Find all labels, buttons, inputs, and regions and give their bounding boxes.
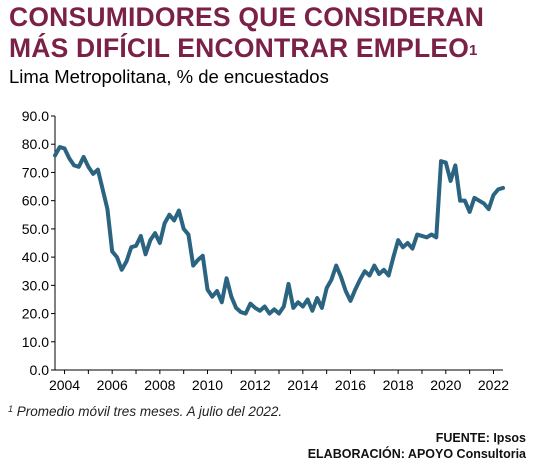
footnote: 1 Promedio móvil tres meses. A julio del… <box>8 404 282 419</box>
title-footnote-marker: 1 <box>469 42 478 59</box>
chart-axes <box>51 115 503 374</box>
y-tick-label: 20.0 <box>22 306 49 322</box>
footnote-marker: 1 <box>8 404 14 414</box>
x-axis-tick-labels: 2004 2006 2008 2010 2012 2014 2016 2018 2020 2022 <box>49 377 509 393</box>
chart-title-line2: MÁS DIFÍCIL ENCONTRAR EMPLEO1 <box>9 33 484 64</box>
x-tick-label: 2008 <box>144 377 175 393</box>
x-tick-label: 2020 <box>430 377 461 393</box>
y-tick-label: 10.0 <box>22 334 49 350</box>
series-line-0 <box>53 145 505 316</box>
chart-subtitle: Lima Metropolitana, % de encuestados <box>9 66 329 87</box>
y-tick-label: 90.0 <box>22 108 49 124</box>
x-tick-label: 2016 <box>335 377 366 393</box>
y-axis-tick-labels: 0.0 10.0 20.0 30.0 40.0 50.0 60.0 70.0 80.0 90.0 <box>22 108 49 378</box>
source-elaboracion: ELABORACIÓN: APOYO Consultoria <box>307 447 526 461</box>
x-tick-label: 2010 <box>192 377 223 393</box>
line-chart: 0.010.020.030.040.050.060.070.080.090.0 … <box>22 108 509 393</box>
chart-series <box>53 145 505 316</box>
x-tick-label: 2004 <box>49 377 80 393</box>
chart-title-line2-text: MÁS DIFÍCIL ENCONTRAR EMPLEO <box>9 33 470 63</box>
y-tick-label: 60.0 <box>22 193 49 209</box>
y-tick-label: 50.0 <box>22 221 49 237</box>
y-tick-label: 70.0 <box>22 164 49 180</box>
x-tick-label: 2014 <box>287 377 318 393</box>
y-tick-label: 80.0 <box>22 136 49 152</box>
y-tick-label: 30.0 <box>22 277 49 293</box>
y-tick-label: 40.0 <box>22 249 49 265</box>
chart-title-line1: CONSUMIDORES QUE CONSIDERAN <box>9 2 485 32</box>
source-credits: FUENTE: Ipsos ELABORACIÓN: APOYO Consult… <box>308 430 526 462</box>
footnote-text: Promedio móvil tres meses. A julio del 2… <box>16 404 283 419</box>
x-tick-label: 2022 <box>478 377 509 393</box>
chart-title: CONSUMIDORES QUE CONSIDERAN MÁS DIFÍCIL … <box>9 2 484 64</box>
x-tick-label: 2006 <box>97 377 128 393</box>
x-tick-label: 2012 <box>240 377 271 393</box>
source-fuente: FUENTE: Ipsos <box>435 431 526 445</box>
x-tick-label: 2018 <box>383 377 414 393</box>
y-tick-label: 0.0 <box>30 362 50 378</box>
